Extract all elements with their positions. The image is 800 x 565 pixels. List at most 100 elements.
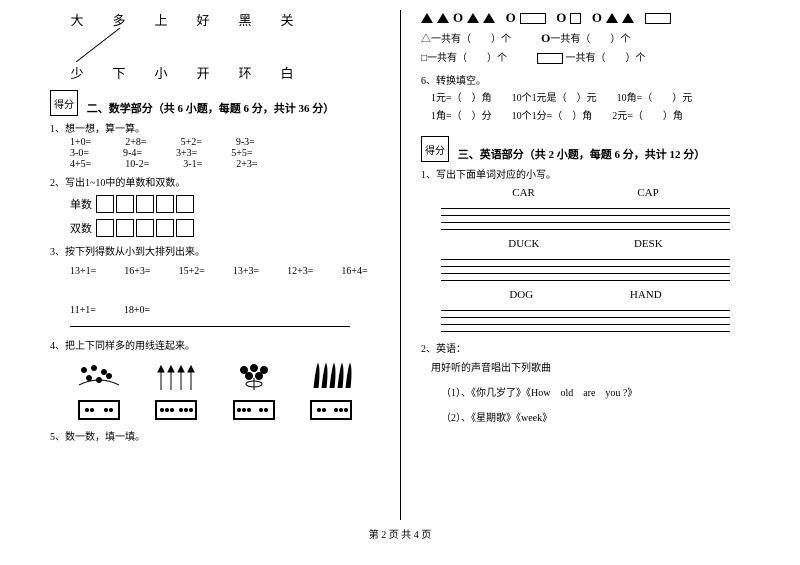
char: 白	[280, 63, 294, 82]
answer-box[interactable]	[96, 219, 114, 237]
match-line-icon	[70, 28, 190, 64]
answer-box[interactable]	[116, 219, 134, 237]
q1-label: 1、想一想，算一算。	[50, 120, 380, 135]
answer-box[interactable]	[116, 195, 134, 213]
triangle-icon	[437, 13, 449, 23]
seq-expr: 18+0=	[124, 305, 150, 316]
math-expr: 10-2=	[125, 159, 149, 170]
section-title: 三、英语部分（共 2 小题，每题 6 分，共计 12 分）	[458, 136, 706, 162]
convert-row: 1角=（ ）分 10个1分=（ ）角 2元=（ ）角	[431, 107, 750, 122]
section-header-english: 得分 三、英语部分（共 2 小题，每题 6 分，共计 12 分）	[421, 136, 750, 162]
right-column: O O O O △一共有（ ）个 O一共有（ ）个 □一共有（ ）个 一共有（ …	[400, 10, 760, 520]
writing-lines[interactable]	[441, 253, 730, 281]
math-expr: 3-0=	[70, 148, 89, 159]
circle-icon: O	[453, 10, 463, 26]
score-box: 得分	[421, 136, 449, 162]
seq-expr: 13+3=	[233, 266, 259, 277]
seq-expr: 13+1=	[70, 266, 96, 277]
eq1-label: 1、写出下面单词对应的小写。	[421, 166, 750, 181]
word-row: CAR CAP	[461, 187, 710, 199]
answer-line[interactable]	[70, 326, 350, 327]
word-row: DUCK DESK	[461, 238, 710, 250]
char: 少	[70, 63, 84, 82]
left-column: 大 多 上 好 黑 关 少 下 小 开 环 白 得分 二、数学部分（共 6 小题…	[40, 10, 400, 520]
english-word: CAP	[637, 187, 658, 199]
writing-lines[interactable]	[441, 304, 730, 332]
domino-icon	[155, 400, 197, 420]
count-square: □一共有（ ）个	[421, 49, 507, 64]
math-expr: 2+8=	[125, 137, 146, 148]
count-rect: 一共有（ ）个	[537, 49, 646, 64]
q5-label: 5、数一数，填一填。	[50, 428, 380, 443]
q4-label: 4、把上下同样多的用线连起来。	[50, 337, 380, 352]
eq2-sub: 用好听的声音唱出下列歌曲	[431, 359, 750, 374]
sequence-row: 13+1= 16+3= 15+2= 13+3= 12+3= 16+4= 11+1…	[70, 266, 380, 316]
domino-row	[60, 400, 370, 420]
score-box: 得分	[50, 90, 78, 116]
math-expr: 3-1=	[183, 159, 202, 170]
domino-icon	[233, 400, 275, 420]
character-match-block: 大 多 上 好 黑 关 少 下 小 开 环 白	[50, 10, 380, 80]
answer-box[interactable]	[176, 195, 194, 213]
q2-label: 2、写出1~10中的单数和双数。	[50, 174, 380, 189]
square-icon	[570, 13, 581, 24]
even-row: 双数	[70, 219, 380, 237]
math-expr: 9-4=	[123, 148, 142, 159]
odd-row: 单数	[70, 195, 380, 213]
even-label: 双数	[70, 220, 92, 236]
triangle-icon	[606, 13, 618, 23]
worksheet-page: 大 多 上 好 黑 关 少 下 小 开 环 白 得分 二、数学部分（共 6 小题…	[40, 10, 760, 520]
domino-icon	[310, 400, 352, 420]
answer-box[interactable]	[156, 195, 174, 213]
math-expr: 4+5=	[70, 159, 91, 170]
char: 开	[196, 63, 210, 82]
seq-expr: 11+1=	[70, 305, 96, 316]
triangle-icon	[467, 13, 479, 23]
flowers-icon	[74, 360, 124, 392]
chars-bottom-row: 少 下 小 开 环 白	[70, 63, 380, 82]
math-expr: 5+5=	[231, 148, 252, 159]
even-boxes	[96, 219, 194, 237]
char: 下	[112, 63, 126, 82]
writing-lines[interactable]	[441, 202, 730, 230]
char: 多	[112, 10, 126, 29]
triangle-icon	[483, 13, 495, 23]
english-word: DOG	[509, 289, 533, 301]
picture-top-row	[60, 360, 370, 392]
answer-box[interactable]	[96, 195, 114, 213]
char: 小	[154, 63, 168, 82]
shapes-row: O O O O	[421, 10, 750, 26]
seq-expr: 15+2=	[179, 266, 205, 277]
math-expr: 5+2=	[181, 137, 202, 148]
answer-box[interactable]	[176, 219, 194, 237]
count-row-1: △一共有（ ）个 O一共有（ ）个	[421, 30, 750, 46]
math-row: 1+0= 2+8= 5+2= 9-3=	[70, 137, 380, 148]
triangle-icon	[421, 13, 433, 23]
rectangle-icon	[520, 13, 546, 24]
math-row: 3-0= 9-4= 3+3= 5+5=	[70, 148, 380, 159]
feathers-icon	[306, 360, 356, 392]
rectangle-icon	[645, 13, 671, 24]
word-row: DOG HAND	[461, 289, 710, 301]
circle-icon: O	[506, 10, 516, 26]
char: 好	[196, 10, 210, 29]
section-title: 二、数学部分（共 6 小题，每题 6 分，共计 36 分）	[87, 90, 335, 116]
domino-icon	[78, 400, 120, 420]
circle-icon: O	[556, 10, 566, 26]
char: 上	[154, 10, 168, 29]
song-item: （1）、《你几岁了》《How old are you ?》	[441, 384, 750, 399]
triangle-icon	[622, 13, 634, 23]
odd-boxes	[96, 195, 194, 213]
q6-label: 6、转换填空。	[421, 72, 750, 87]
seq-expr: 16+4=	[341, 266, 367, 277]
answer-box[interactable]	[136, 195, 154, 213]
char: 环	[238, 63, 252, 82]
odd-label: 单数	[70, 196, 92, 212]
page-footer: 第 2 页 共 4 页	[40, 526, 760, 541]
char: 大	[70, 10, 84, 29]
answer-box[interactable]	[136, 219, 154, 237]
count-triangle: △一共有（ ）个	[421, 30, 511, 46]
answer-box[interactable]	[156, 219, 174, 237]
eq2-label: 2、英语：	[421, 340, 750, 355]
char: 关	[280, 10, 294, 29]
